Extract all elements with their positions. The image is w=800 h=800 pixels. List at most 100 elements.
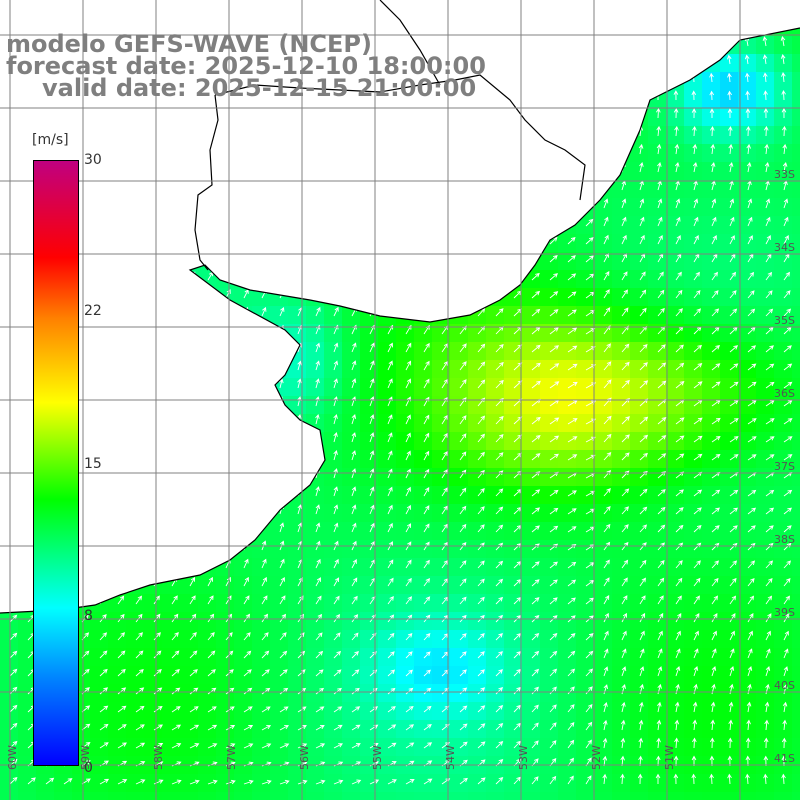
field-cell [468,648,486,666]
field-cell [630,486,648,504]
wind-vector [729,648,735,659]
wind-vector [727,126,733,137]
field-cell [324,540,342,558]
field-cell [792,162,800,180]
wind-vector [621,271,628,281]
field-cell [288,630,306,648]
field-cell [756,684,774,702]
field-cell [648,342,666,360]
field-cell [306,306,324,324]
field-cell [414,702,432,720]
wind-vector [351,706,361,713]
wind-vector [531,416,541,425]
wind-vector [674,737,679,749]
field-cell [792,342,800,360]
wind-vector [333,306,339,317]
field-cell [342,612,360,630]
field-cell [612,684,630,702]
field-cell [756,360,774,378]
field-cell [378,396,396,414]
wind-vector [333,577,340,587]
wind-vector [351,614,359,623]
field-cell [504,324,522,342]
field-cell [684,90,702,108]
wind-vector [333,414,338,425]
field-cell [702,378,720,396]
field-cell [540,504,558,522]
field-cell [576,612,594,630]
field-cell [702,504,720,522]
wind-vector [693,381,703,389]
wind-vector [693,560,701,569]
field-cell [378,720,396,738]
wind-vector [691,90,697,101]
field-cell [180,684,198,702]
field-cell [504,396,522,414]
wind-vector [693,308,702,317]
wind-vector [638,143,644,155]
field-cell [504,630,522,648]
wind-vector [729,436,739,443]
field-cell [306,342,324,360]
wind-vector [351,743,361,749]
field-cell [252,774,270,792]
wind-vector [315,486,320,497]
field-cell [648,252,666,270]
field-cell [306,684,324,702]
field-cell [684,342,702,360]
field-cell [324,360,342,378]
field-cell [792,180,800,198]
wind-vector [639,162,644,173]
wind-vector [709,773,714,785]
field-cell [486,630,504,648]
field-cell [738,180,756,198]
field-cell [36,792,54,800]
field-cell [522,594,540,612]
field-cell [630,540,648,558]
wind-vector [745,737,751,749]
lon-label: 60W [6,745,19,770]
field-cell [270,792,288,800]
field-cell [486,486,504,504]
field-cell [576,324,594,342]
wind-vector [549,489,559,497]
field-cell [342,792,360,800]
wind-vector [261,558,267,569]
wind-vector [637,773,643,785]
field-cell [0,702,18,720]
wind-vector [279,576,285,587]
wind-vector [603,271,610,281]
wind-vector [675,381,685,389]
field-cell [756,450,774,468]
wind-vector [567,704,575,713]
field-cell [738,432,756,450]
wind-vector [387,632,395,641]
border-uruguay [194,94,219,271]
field-cell [270,306,288,324]
field-cell [522,630,540,648]
wind-vector [117,668,126,677]
field-cell [558,288,576,306]
field-cell [558,522,576,540]
field-cell [576,288,594,306]
field-cell [630,144,648,162]
field-cell [612,450,630,468]
wind-vector [459,523,467,533]
field-cell [738,72,756,90]
wind-vector [747,560,756,569]
field-cell [342,396,360,414]
field-cell [684,126,702,144]
field-cell [684,468,702,486]
field-cell [324,738,342,756]
wind-vector [693,595,700,605]
field-cell [612,648,630,666]
field-cell [558,738,576,756]
field-cell [342,324,360,342]
field-cell [162,774,180,792]
field-cell [612,612,630,630]
wind-vector [603,719,608,731]
field-cell [378,360,396,378]
wind-vector [783,630,789,641]
field-cell [684,180,702,198]
field-cell [270,702,288,720]
